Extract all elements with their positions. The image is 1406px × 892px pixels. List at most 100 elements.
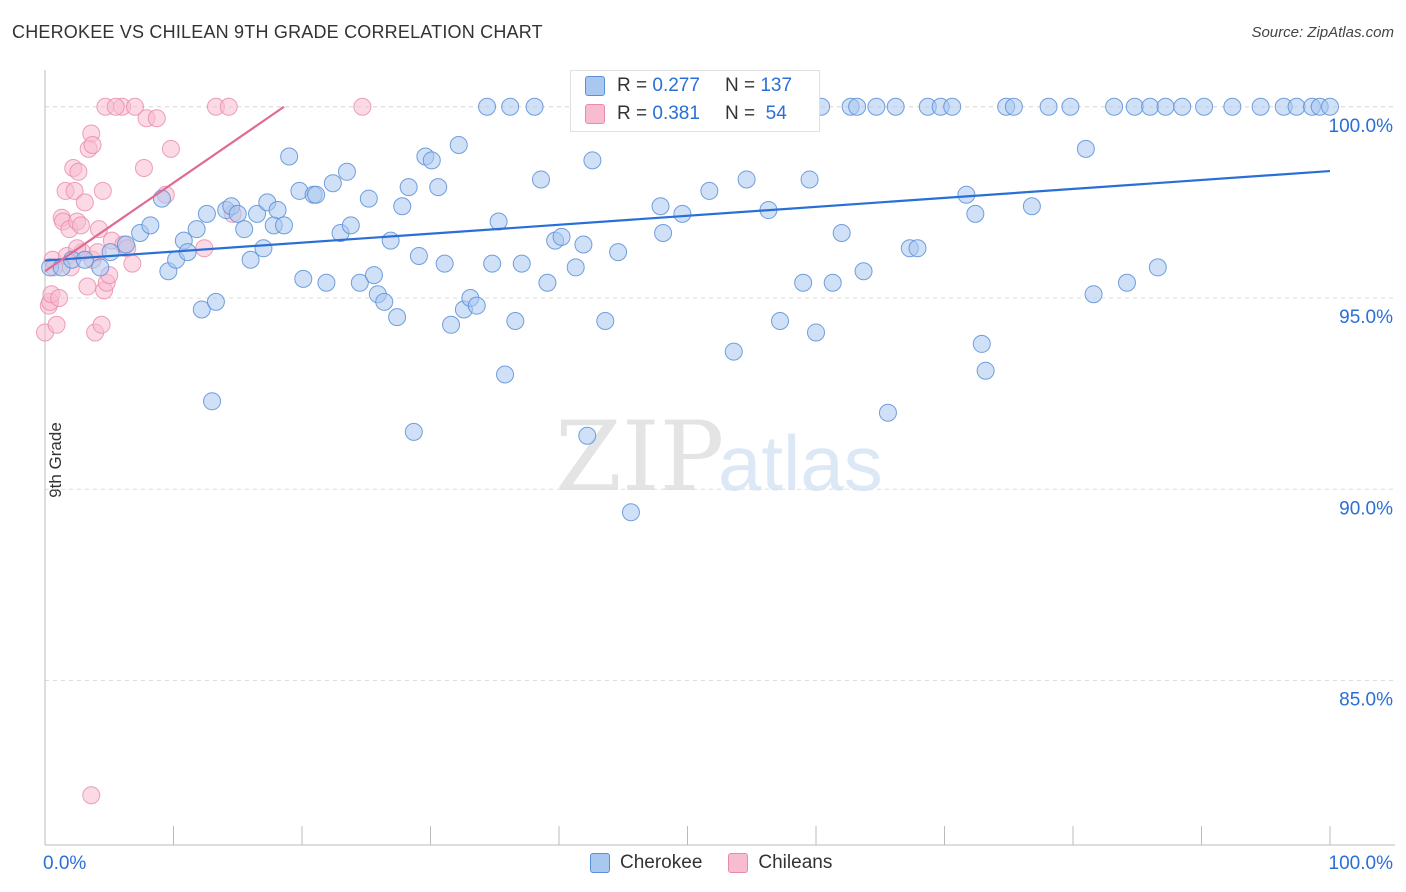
cherokee-point — [621, 503, 640, 522]
cherokee-point — [574, 235, 593, 254]
cherokee-point — [501, 97, 520, 116]
cherokee-r-value: 0.277 — [652, 75, 700, 96]
legend-item-chilean[interactable]: Chileans — [728, 852, 832, 874]
cherokee-point — [596, 311, 615, 330]
cherokee-point — [91, 258, 110, 277]
cherokee-point — [178, 243, 197, 262]
cherokee-point — [141, 216, 160, 235]
cherokee-point — [241, 250, 260, 269]
chart-title: CHEROKEE VS CHILEAN 9TH GRADE CORRELATIO… — [12, 22, 543, 42]
cherokee-point — [1223, 97, 1242, 116]
chilean-trend-line — [44, 105, 285, 273]
cherokee-point — [737, 170, 756, 189]
cherokee-point — [512, 254, 531, 273]
chilean-point — [123, 254, 142, 273]
cherokee-point — [187, 220, 206, 239]
chilean-point — [65, 181, 84, 200]
cherokee-n-label: N = — [724, 75, 756, 96]
cherokee-point — [1061, 97, 1080, 116]
cherokee-n-value: 137 — [760, 75, 793, 96]
cherokee-point — [323, 174, 342, 193]
chilean-point — [219, 97, 238, 116]
cherokee-point — [235, 220, 254, 239]
cherokee-point — [1084, 285, 1103, 304]
cherokee-point — [654, 224, 673, 242]
chilean-points — [36, 97, 372, 805]
cherokee-point — [381, 231, 400, 250]
cherokee-point — [409, 246, 428, 265]
chilean-point — [353, 97, 372, 116]
cherokee-point — [467, 296, 486, 315]
cherokee-point — [908, 239, 927, 258]
chilean-point — [125, 97, 144, 116]
cherokee-point — [152, 189, 171, 208]
y-tick-label: 100.0% — [1329, 116, 1394, 137]
cherokee-point — [393, 197, 412, 216]
chilean-point — [47, 315, 66, 334]
cherokee-point — [275, 216, 294, 235]
cherokee-point — [268, 201, 287, 220]
bottom-legend: Cherokee Chileans — [590, 852, 832, 874]
legend-chilean-swatch — [728, 853, 749, 873]
cherokee-point — [203, 392, 222, 411]
cherokee-point — [1117, 273, 1136, 292]
watermark: ZIP atlas — [555, 401, 883, 513]
legend-cherokee-swatch — [590, 853, 610, 873]
cherokee-point — [206, 292, 225, 311]
cherokee-point — [566, 258, 585, 277]
cherokee-point — [496, 365, 515, 384]
cherokee-point — [449, 136, 468, 155]
chilean-n-value: 54 — [765, 103, 787, 124]
cherokee-point — [976, 361, 995, 380]
legend-item-cherokee[interactable]: Cherokee — [590, 852, 702, 874]
cherokee-point — [429, 178, 448, 197]
chilean-swatch — [585, 104, 605, 124]
cherokee-point — [1004, 97, 1023, 116]
cherokee-point — [794, 273, 813, 292]
x-tick-label-max: 100.0% — [1329, 853, 1394, 874]
cherokee-point — [583, 151, 602, 170]
source-label: Source: ZipAtlas.com — [1251, 24, 1394, 41]
cherokee-point — [1321, 97, 1339, 116]
chilean-point — [75, 193, 94, 212]
cherokee-point — [823, 273, 842, 292]
cherokee-point — [1105, 97, 1124, 116]
watermark-zip: ZIP — [555, 401, 724, 513]
tick-labels: 85.0% 90.0% 95.0% 100.0% 0.0% 100.0% — [43, 116, 1393, 874]
cherokee-point — [192, 300, 211, 319]
cherokee-point — [1022, 197, 1041, 216]
cherokee-point — [724, 342, 743, 361]
cherokee-point — [404, 422, 423, 441]
cherokee-point — [1156, 97, 1175, 116]
cherokee-point — [848, 97, 867, 116]
cherokee-point — [359, 189, 378, 208]
cherokee-point — [307, 185, 326, 204]
cherokee-point — [442, 315, 461, 334]
cherokee-point — [800, 170, 819, 189]
cherokee-point — [228, 204, 247, 223]
cherokee-point — [552, 227, 571, 246]
stats-row-chilean: R = 0.381 N = 54 — [585, 103, 787, 125]
chilean-point — [82, 786, 101, 805]
cherokee-point — [399, 178, 418, 197]
cherokee-point — [1141, 97, 1160, 116]
cherokee-point — [422, 151, 441, 170]
cherokee-trend-line — [44, 169, 1331, 262]
y-tick-label: 90.0% — [1339, 498, 1393, 519]
cherokee-point — [867, 97, 886, 116]
cherokee-point — [943, 97, 962, 116]
cherokee-point — [317, 273, 336, 292]
cherokee-point — [478, 97, 497, 116]
cherokee-point — [197, 204, 216, 223]
chilean-point — [83, 136, 102, 155]
cherokee-point — [957, 185, 976, 204]
cherokee-swatch — [585, 76, 605, 96]
cherokee-point — [771, 311, 790, 330]
cherokee-point — [651, 197, 670, 216]
cherokee-point — [1195, 97, 1214, 116]
y-tick-label: 95.0% — [1339, 307, 1393, 328]
cherokee-point — [807, 323, 825, 342]
chilean-n-label: N = — [724, 103, 756, 124]
cherokee-point — [532, 170, 551, 189]
